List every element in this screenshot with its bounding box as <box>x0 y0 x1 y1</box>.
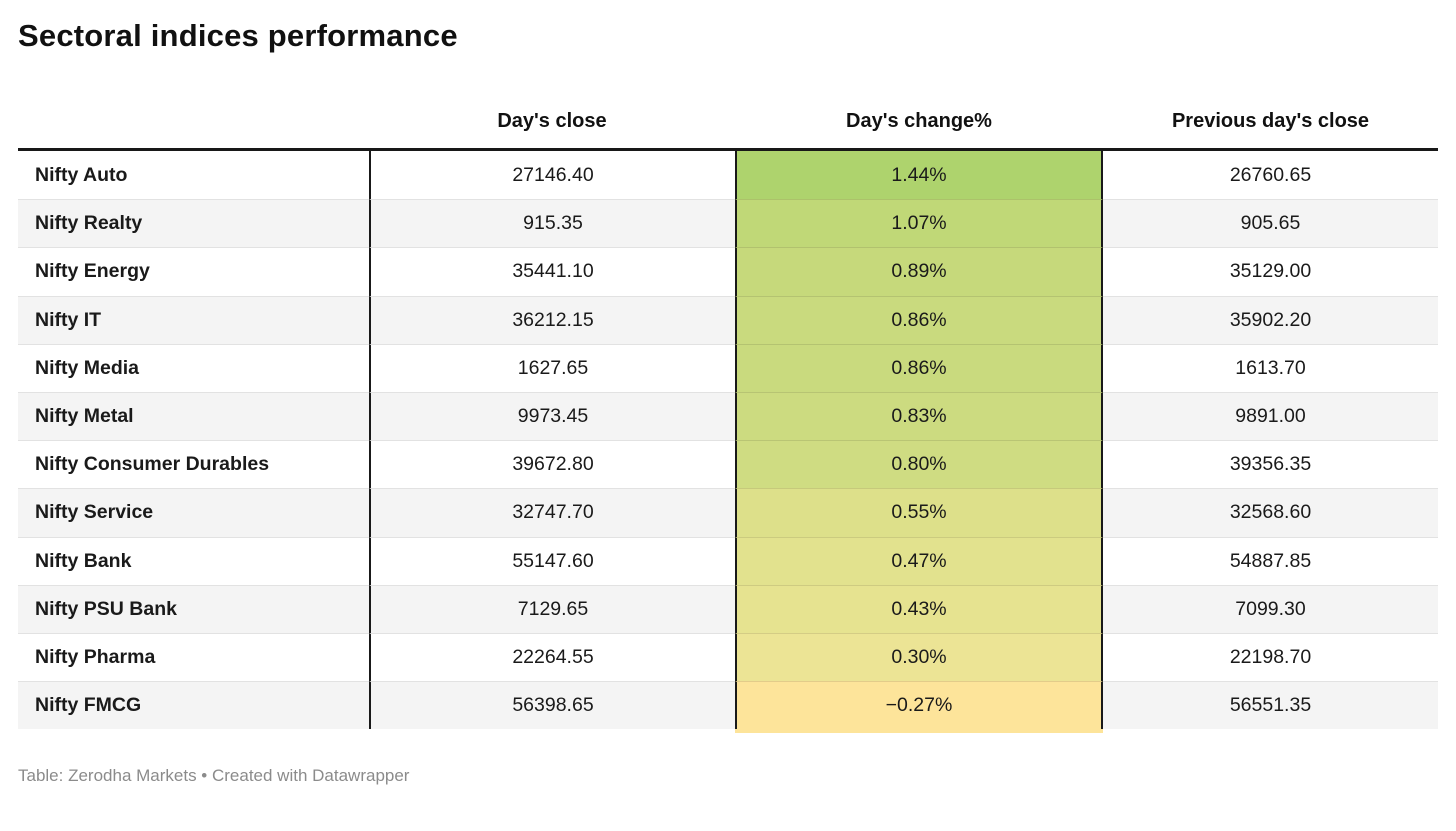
table-row: Nifty Realty 915.35 1.07% 905.65 <box>18 199 1438 248</box>
row-label: Nifty Consumer Durables <box>18 440 369 488</box>
cell-days-change: 1.07% <box>735 199 1103 248</box>
cell-previous-days-close: 905.65 <box>1103 199 1438 247</box>
cell-days-close: 39672.80 <box>369 440 735 489</box>
row-label: Nifty Service <box>18 488 369 536</box>
column-header-previous-days-close: Previous day's close <box>1171 110 1370 132</box>
cell-days-change: 0.86% <box>735 343 1103 392</box>
cell-days-close: 22264.55 <box>369 632 735 682</box>
row-label: Nifty Bank <box>18 536 369 585</box>
table-row: Nifty IT 36212.15 0.86% 35902.20 <box>18 295 1438 344</box>
cell-days-close: 35441.10 <box>369 247 735 296</box>
row-label: Nifty Pharma <box>18 632 369 681</box>
table-row: Nifty Service 32747.70 0.55% 32568.60 <box>18 488 1438 537</box>
cell-previous-days-close: 35902.20 <box>1103 295 1438 344</box>
cell-previous-days-close: 7099.30 <box>1103 584 1438 633</box>
cell-days-change: 1.44% <box>735 151 1103 200</box>
cell-days-change: 0.80% <box>735 440 1103 489</box>
cell-previous-days-close: 54887.85 <box>1103 536 1438 585</box>
cell-days-change: 0.86% <box>735 295 1103 344</box>
cell-previous-days-close: 26760.65 <box>1229 163 1312 186</box>
cell-previous-days-close: 22198.70 <box>1103 632 1438 681</box>
table-row: Nifty Consumer Durables 39672.80 0.80% 3… <box>18 440 1438 489</box>
column-header-days-close: Day's close <box>497 110 607 132</box>
cell-days-change: 0.43% <box>735 584 1103 633</box>
column-header-days-change: Day's change% <box>846 110 992 132</box>
cell-previous-days-close: 56551.35 <box>1103 681 1438 729</box>
row-label: Nifty FMCG <box>18 681 369 729</box>
datawrapper-table-page: Sectoral indices performance Day's close… <box>0 18 1456 786</box>
cell-days-change: 0.47% <box>735 536 1103 585</box>
table-row: Nifty Metal 9973.45 0.83% 9891.00 <box>18 391 1438 441</box>
table-row: Nifty Pharma 22264.55 0.30% 22198.70 <box>18 632 1438 682</box>
cell-days-close: 55147.60 <box>369 536 735 585</box>
cell-days-change: −0.27% <box>735 681 1103 730</box>
cell-days-close: 915.35 <box>369 199 735 248</box>
table-source-byline: Table: Zerodha Markets • Created with Da… <box>18 766 410 786</box>
cell-days-close: 7129.65 <box>369 584 735 633</box>
cell-days-change: 0.55% <box>735 488 1103 537</box>
page-title: Sectoral indices performance <box>18 18 458 53</box>
row-label: Nifty Auto <box>35 163 128 186</box>
table-row: Nifty FMCG 56398.65 −0.27% 56551.35 <box>18 681 1438 730</box>
cell-days-change: 0.30% <box>735 632 1103 682</box>
table-row: Nifty Energy 35441.10 0.89% 35129.00 <box>18 247 1438 296</box>
cell-previous-days-close: 9891.00 <box>1103 391 1438 440</box>
table-row: Nifty Bank 55147.60 0.47% 54887.85 <box>18 536 1438 585</box>
cell-days-close: 27146.40 <box>369 151 735 200</box>
cell-previous-days-close: 35129.00 <box>1103 247 1438 295</box>
table-row: Nifty PSU Bank 7129.65 0.43% 7099.30 <box>18 584 1438 633</box>
cell-days-change: 0.83% <box>735 391 1103 441</box>
row-label: Nifty Media <box>18 343 369 392</box>
cell-days-change: 0.89% <box>735 247 1103 296</box>
row-label: Nifty Realty <box>18 199 369 247</box>
table-row: Nifty Auto 27146.40 1.44% 26760.65 <box>18 151 1438 200</box>
row-label: Nifty PSU Bank <box>18 584 369 633</box>
row-label: Nifty IT <box>18 295 369 344</box>
cell-days-close: 36212.15 <box>369 295 735 344</box>
row-label: Nifty Metal <box>18 391 369 440</box>
table-row: Nifty Media 1627.65 0.86% 1613.70 <box>18 343 1438 392</box>
table-body: Nifty Auto 27146.40 1.44% 26760.65 Nifty… <box>18 148 1438 730</box>
cell-previous-days-close: 1613.70 <box>1103 343 1438 392</box>
column-header-blank <box>18 133 369 148</box>
cell-days-close: 9973.45 <box>369 391 735 441</box>
table-header-row: Day's close Day's change% Previous day's… <box>18 54 1438 148</box>
cell-days-close: 56398.65 <box>369 681 735 730</box>
row-label: Nifty Energy <box>18 247 369 295</box>
cell-days-close: 32747.70 <box>369 488 735 537</box>
cell-days-close: 1627.65 <box>369 343 735 392</box>
cell-previous-days-close: 39356.35 <box>1103 440 1438 488</box>
cell-previous-days-close: 32568.60 <box>1103 488 1438 536</box>
